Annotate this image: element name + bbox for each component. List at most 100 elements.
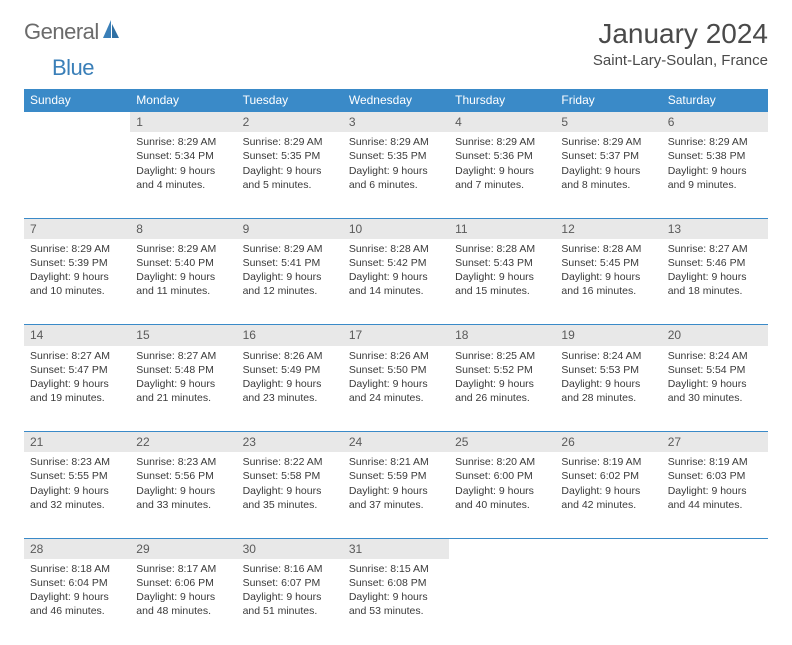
weekday-header: Sunday [24, 89, 130, 112]
day-cell: Sunrise: 8:27 AMSunset: 5:46 PMDaylight:… [662, 239, 768, 325]
day-number: 1 [130, 112, 236, 133]
sunset-text: Sunset: 6:04 PM [30, 576, 124, 590]
sunrise-text: Sunrise: 8:26 AM [243, 349, 337, 363]
sunrise-text: Sunrise: 8:29 AM [243, 242, 337, 256]
month-title: January 2024 [593, 18, 768, 50]
sunset-text: Sunset: 6:02 PM [561, 469, 655, 483]
daylight-text: Daylight: 9 hours and 24 minutes. [349, 377, 443, 405]
day-cell: Sunrise: 8:24 AMSunset: 5:54 PMDaylight:… [662, 346, 768, 432]
daylight-text: Daylight: 9 hours and 18 minutes. [668, 270, 762, 298]
sunrise-text: Sunrise: 8:29 AM [561, 135, 655, 149]
day-number-row: 123456 [24, 112, 768, 133]
day-number: 23 [237, 432, 343, 453]
daylight-text: Daylight: 9 hours and 40 minutes. [455, 484, 549, 512]
day-number: 27 [662, 432, 768, 453]
day-content-row: Sunrise: 8:18 AMSunset: 6:04 PMDaylight:… [24, 559, 768, 645]
sunset-text: Sunset: 5:36 PM [455, 149, 549, 163]
day-cell: Sunrise: 8:29 AMSunset: 5:35 PMDaylight:… [237, 132, 343, 218]
weekday-header: Tuesday [237, 89, 343, 112]
daylight-text: Daylight: 9 hours and 11 minutes. [136, 270, 230, 298]
day-number-row: 21222324252627 [24, 432, 768, 453]
sunset-text: Sunset: 5:42 PM [349, 256, 443, 270]
sunset-text: Sunset: 5:34 PM [136, 149, 230, 163]
daylight-text: Daylight: 9 hours and 15 minutes. [455, 270, 549, 298]
sunset-text: Sunset: 5:54 PM [668, 363, 762, 377]
daylight-text: Daylight: 9 hours and 37 minutes. [349, 484, 443, 512]
sunset-text: Sunset: 5:49 PM [243, 363, 337, 377]
sunset-text: Sunset: 6:00 PM [455, 469, 549, 483]
daylight-text: Daylight: 9 hours and 10 minutes. [30, 270, 124, 298]
daylight-text: Daylight: 9 hours and 44 minutes. [668, 484, 762, 512]
calendar-body: 123456Sunrise: 8:29 AMSunset: 5:34 PMDay… [24, 112, 768, 645]
day-number: 3 [343, 112, 449, 133]
daylight-text: Daylight: 9 hours and 33 minutes. [136, 484, 230, 512]
daylight-text: Daylight: 9 hours and 21 minutes. [136, 377, 230, 405]
daylight-text: Daylight: 9 hours and 53 minutes. [349, 590, 443, 618]
day-number-row: 28293031 [24, 538, 768, 559]
empty-cell [662, 538, 768, 559]
sunset-text: Sunset: 5:41 PM [243, 256, 337, 270]
sunset-text: Sunset: 5:59 PM [349, 469, 443, 483]
day-number: 20 [662, 325, 768, 346]
sunset-text: Sunset: 5:39 PM [30, 256, 124, 270]
day-number: 30 [237, 538, 343, 559]
day-number: 28 [24, 538, 130, 559]
day-number-row: 78910111213 [24, 218, 768, 239]
empty-cell [555, 559, 661, 645]
day-cell: Sunrise: 8:29 AMSunset: 5:39 PMDaylight:… [24, 239, 130, 325]
day-number: 6 [662, 112, 768, 133]
sunrise-text: Sunrise: 8:28 AM [455, 242, 549, 256]
sunrise-text: Sunrise: 8:24 AM [668, 349, 762, 363]
sunrise-text: Sunrise: 8:25 AM [455, 349, 549, 363]
sunset-text: Sunset: 5:48 PM [136, 363, 230, 377]
day-number: 5 [555, 112, 661, 133]
day-content-row: Sunrise: 8:27 AMSunset: 5:47 PMDaylight:… [24, 346, 768, 432]
calendar-table: Sunday Monday Tuesday Wednesday Thursday… [24, 89, 768, 645]
day-cell: Sunrise: 8:29 AMSunset: 5:35 PMDaylight:… [343, 132, 449, 218]
sunrise-text: Sunrise: 8:29 AM [243, 135, 337, 149]
sunrise-text: Sunrise: 8:29 AM [136, 242, 230, 256]
daylight-text: Daylight: 9 hours and 46 minutes. [30, 590, 124, 618]
day-cell: Sunrise: 8:26 AMSunset: 5:50 PMDaylight:… [343, 346, 449, 432]
empty-cell [24, 132, 130, 218]
daylight-text: Daylight: 9 hours and 6 minutes. [349, 164, 443, 192]
day-cell: Sunrise: 8:27 AMSunset: 5:47 PMDaylight:… [24, 346, 130, 432]
sunset-text: Sunset: 5:40 PM [136, 256, 230, 270]
day-cell: Sunrise: 8:15 AMSunset: 6:08 PMDaylight:… [343, 559, 449, 645]
sunrise-text: Sunrise: 8:20 AM [455, 455, 549, 469]
daylight-text: Daylight: 9 hours and 23 minutes. [243, 377, 337, 405]
sunrise-text: Sunrise: 8:22 AM [243, 455, 337, 469]
day-number: 16 [237, 325, 343, 346]
sunrise-text: Sunrise: 8:23 AM [136, 455, 230, 469]
sunrise-text: Sunrise: 8:28 AM [349, 242, 443, 256]
logo-sail-icon [101, 18, 121, 45]
day-number: 24 [343, 432, 449, 453]
weekday-header: Thursday [449, 89, 555, 112]
daylight-text: Daylight: 9 hours and 28 minutes. [561, 377, 655, 405]
day-number: 8 [130, 218, 236, 239]
day-number: 25 [449, 432, 555, 453]
day-content-row: Sunrise: 8:23 AMSunset: 5:55 PMDaylight:… [24, 452, 768, 538]
daylight-text: Daylight: 9 hours and 51 minutes. [243, 590, 337, 618]
daylight-text: Daylight: 9 hours and 7 minutes. [455, 164, 549, 192]
sunrise-text: Sunrise: 8:16 AM [243, 562, 337, 576]
sunset-text: Sunset: 5:35 PM [243, 149, 337, 163]
sunrise-text: Sunrise: 8:24 AM [561, 349, 655, 363]
daylight-text: Daylight: 9 hours and 8 minutes. [561, 164, 655, 192]
sunrise-text: Sunrise: 8:21 AM [349, 455, 443, 469]
day-cell: Sunrise: 8:20 AMSunset: 6:00 PMDaylight:… [449, 452, 555, 538]
day-cell: Sunrise: 8:23 AMSunset: 5:56 PMDaylight:… [130, 452, 236, 538]
day-number: 29 [130, 538, 236, 559]
day-number: 13 [662, 218, 768, 239]
day-number: 12 [555, 218, 661, 239]
day-number: 14 [24, 325, 130, 346]
day-number-row: 14151617181920 [24, 325, 768, 346]
daylight-text: Daylight: 9 hours and 48 minutes. [136, 590, 230, 618]
sunset-text: Sunset: 5:47 PM [30, 363, 124, 377]
daylight-text: Daylight: 9 hours and 12 minutes. [243, 270, 337, 298]
day-cell: Sunrise: 8:23 AMSunset: 5:55 PMDaylight:… [24, 452, 130, 538]
day-cell: Sunrise: 8:22 AMSunset: 5:58 PMDaylight:… [237, 452, 343, 538]
day-cell: Sunrise: 8:29 AMSunset: 5:40 PMDaylight:… [130, 239, 236, 325]
day-cell: Sunrise: 8:26 AMSunset: 5:49 PMDaylight:… [237, 346, 343, 432]
day-cell: Sunrise: 8:29 AMSunset: 5:34 PMDaylight:… [130, 132, 236, 218]
